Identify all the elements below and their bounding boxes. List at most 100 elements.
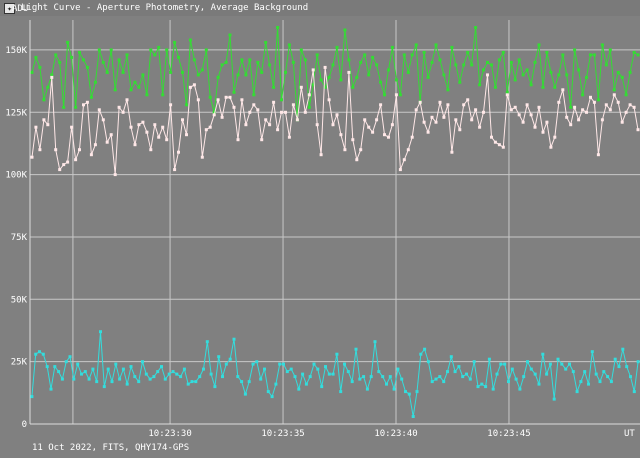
data-point xyxy=(509,60,513,64)
data-point xyxy=(72,377,76,381)
data-point xyxy=(406,148,410,152)
data-point xyxy=(311,83,315,87)
data-point xyxy=(256,60,260,64)
data-point xyxy=(589,95,592,99)
data-point xyxy=(484,385,488,389)
data-point xyxy=(301,372,305,376)
data-point xyxy=(414,108,418,112)
data-point xyxy=(561,53,565,57)
x-axis-label: UT xyxy=(624,429,635,439)
data-point xyxy=(549,70,553,74)
data-point xyxy=(335,45,339,49)
data-point xyxy=(339,390,343,394)
data-point xyxy=(480,382,484,386)
data-point xyxy=(125,98,129,102)
data-point xyxy=(224,95,228,99)
data-point xyxy=(462,63,466,67)
data-point xyxy=(503,362,507,366)
data-point xyxy=(430,115,434,119)
data-point xyxy=(564,367,568,371)
data-point xyxy=(497,143,501,147)
data-point xyxy=(394,78,398,82)
data-point xyxy=(569,123,573,127)
data-point xyxy=(521,120,525,124)
data-point xyxy=(185,103,188,107)
data-point xyxy=(247,380,251,384)
data-point xyxy=(232,105,236,109)
data-point xyxy=(598,380,602,384)
data-point xyxy=(495,372,499,376)
data-point xyxy=(297,387,301,391)
data-point xyxy=(537,382,541,386)
data-point xyxy=(573,48,577,52)
data-point xyxy=(571,370,575,374)
data-point xyxy=(587,382,590,386)
data-point xyxy=(110,380,114,384)
data-point xyxy=(514,377,518,381)
data-point xyxy=(402,53,406,57)
data-point xyxy=(351,85,355,89)
data-point xyxy=(244,123,248,127)
data-point xyxy=(604,103,608,107)
data-point xyxy=(590,350,594,354)
data-point xyxy=(369,375,373,379)
data-point xyxy=(407,392,411,396)
chart-footer: 11 Oct 2022, FITS, QHY174-GPS xyxy=(32,443,189,453)
data-point xyxy=(53,365,57,369)
data-point xyxy=(450,150,454,154)
data-point xyxy=(220,115,224,119)
data-point xyxy=(117,58,121,62)
data-point xyxy=(491,387,495,391)
data-point xyxy=(303,58,307,62)
data-point xyxy=(606,375,610,379)
data-point xyxy=(347,70,351,74)
title-bar: ✦ Light Curve - Aperture Photometry, Ave… xyxy=(0,0,640,16)
data-point xyxy=(620,120,624,124)
data-point xyxy=(612,88,616,92)
x-tick-label: 10:23:30 xyxy=(148,429,191,439)
data-point xyxy=(284,70,287,74)
data-point xyxy=(497,58,501,62)
data-point xyxy=(579,380,583,384)
data-point xyxy=(200,68,204,72)
data-point xyxy=(600,43,604,47)
data-point xyxy=(545,120,549,124)
data-point xyxy=(423,347,427,351)
data-point xyxy=(179,375,183,379)
data-point xyxy=(454,63,458,67)
data-point xyxy=(212,110,216,114)
data-point xyxy=(109,133,113,137)
data-point xyxy=(632,390,636,394)
data-point xyxy=(608,48,612,52)
window-title: Light Curve - Aperture Photometry, Avera… xyxy=(21,3,309,13)
data-point xyxy=(236,73,240,77)
data-point xyxy=(240,58,244,62)
data-point xyxy=(394,93,398,97)
data-point xyxy=(41,352,45,356)
x-tick-label: 10:23:40 xyxy=(374,429,417,439)
data-point xyxy=(58,168,62,172)
data-point xyxy=(153,123,157,127)
data-point xyxy=(163,377,167,381)
data-point xyxy=(541,352,545,356)
data-point xyxy=(458,80,462,84)
app-icon[interactable]: ✦ xyxy=(4,2,15,14)
data-point xyxy=(335,352,339,356)
data-point xyxy=(616,100,620,104)
data-point xyxy=(426,75,430,79)
data-point xyxy=(228,95,232,99)
data-point xyxy=(331,123,335,127)
data-point xyxy=(161,125,165,129)
data-point xyxy=(268,123,272,127)
data-point xyxy=(66,40,70,44)
data-point xyxy=(474,108,478,112)
data-point xyxy=(251,362,255,366)
data-point xyxy=(114,362,118,366)
data-point xyxy=(70,55,74,59)
series-layer xyxy=(30,26,640,418)
data-point xyxy=(636,360,640,364)
data-point xyxy=(315,123,319,127)
data-point xyxy=(50,75,54,79)
data-point xyxy=(76,362,80,366)
data-point xyxy=(133,143,137,147)
